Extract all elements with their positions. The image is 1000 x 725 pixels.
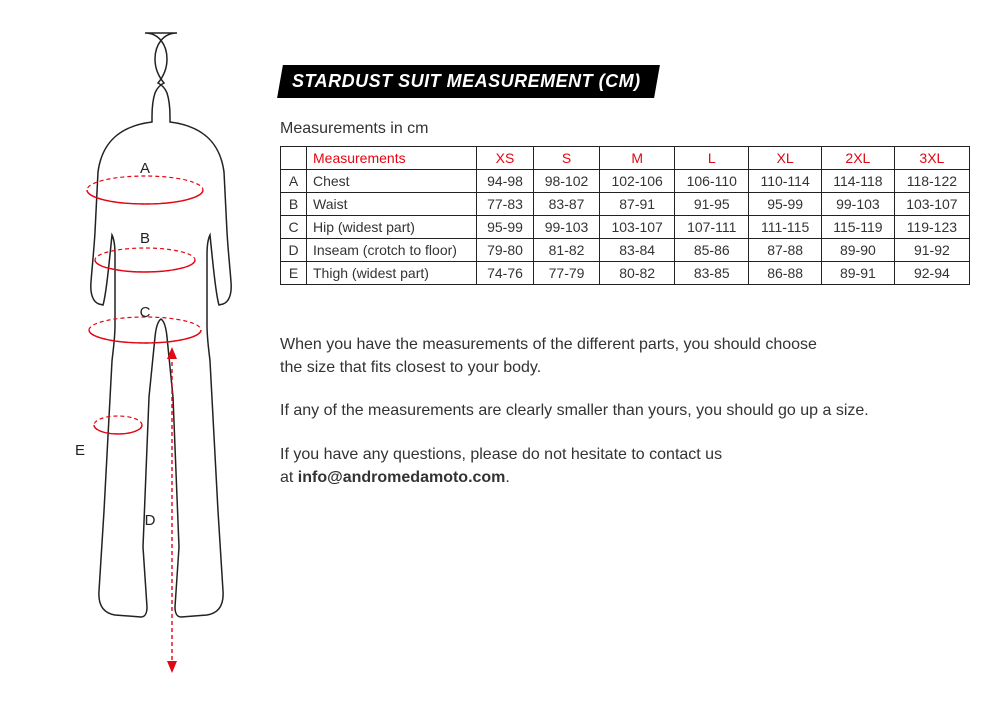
cell-value: 98-102 (534, 170, 600, 193)
cell-value: 95-99 (477, 216, 534, 239)
cell-value: 94-98 (477, 170, 534, 193)
table-header-row: Measurements XS S M L XL 2XL 3XL (281, 147, 970, 170)
row-letter: B (281, 193, 307, 216)
cell-value: 99-103 (534, 216, 600, 239)
note-3: If you have any questions, please do not… (280, 443, 970, 489)
table-body: AChest94-9898-102102-106106-110110-11411… (281, 170, 970, 285)
cell-value: 74-76 (477, 262, 534, 285)
cell-value: 89-90 (822, 239, 895, 262)
header-size-l: L (675, 147, 749, 170)
figure-label-d: D (145, 512, 156, 529)
row-name: Chest (307, 170, 477, 193)
cell-value: 77-79 (534, 262, 600, 285)
cell-value: 91-95 (675, 193, 749, 216)
cell-value: 115-119 (822, 216, 895, 239)
row-name: Inseam (crotch to floor) (307, 239, 477, 262)
row-letter: D (281, 239, 307, 262)
cell-value: 77-83 (477, 193, 534, 216)
cell-value: 80-82 (600, 262, 675, 285)
cell-value: 92-94 (894, 262, 969, 285)
body-figure: A B C E D (30, 25, 260, 700)
body-silhouette-svg: A B C E D (30, 25, 260, 695)
table-row: AChest94-9898-102102-106106-110110-11411… (281, 170, 970, 193)
table-row: EThigh (widest part)74-7677-7980-8283-85… (281, 262, 970, 285)
note-2: If any of the measurements are clearly s… (280, 399, 970, 422)
content-column: STARDUST SUIT MEASUREMENT (CM) Measureme… (260, 25, 970, 700)
cell-value: 110-114 (749, 170, 822, 193)
header-measurements: Measurements (307, 147, 477, 170)
cell-value: 106-110 (675, 170, 749, 193)
cell-value: 79-80 (477, 239, 534, 262)
contact-email: info@andromedamoto.com (298, 469, 506, 486)
cell-value: 118-122 (894, 170, 969, 193)
cell-value: 103-107 (600, 216, 675, 239)
figure-label-b: B (140, 230, 150, 247)
table-row: CHip (widest part)95-9999-103103-107107-… (281, 216, 970, 239)
cell-value: 81-82 (534, 239, 600, 262)
figure-label-e: E (75, 442, 85, 459)
header-size-s: S (534, 147, 600, 170)
cell-value: 83-87 (534, 193, 600, 216)
cell-value: 99-103 (822, 193, 895, 216)
cell-value: 86-88 (749, 262, 822, 285)
header-size-xs: XS (477, 147, 534, 170)
cell-value: 114-118 (822, 170, 895, 193)
row-name: Waist (307, 193, 477, 216)
header-size-3xl: 3XL (894, 147, 969, 170)
note-1: When you have the measurements of the di… (280, 333, 970, 379)
row-name: Hip (widest part) (307, 216, 477, 239)
cell-value: 111-115 (749, 216, 822, 239)
page-container: A B C E D STARDUST SUIT MEASUREMENT (CM)… (0, 0, 1000, 725)
title-banner: STARDUST SUIT MEASUREMENT (CM) (277, 65, 659, 98)
row-letter: A (281, 170, 307, 193)
cell-value: 89-91 (822, 262, 895, 285)
cell-value: 95-99 (749, 193, 822, 216)
table-row: BWaist77-8383-8787-9191-9595-9999-103103… (281, 193, 970, 216)
cell-value: 91-92 (894, 239, 969, 262)
cell-value: 103-107 (894, 193, 969, 216)
row-name: Thigh (widest part) (307, 262, 477, 285)
row-letter: C (281, 216, 307, 239)
cell-value: 119-123 (894, 216, 969, 239)
header-size-2xl: 2XL (822, 147, 895, 170)
subtitle: Measurements in cm (280, 120, 970, 138)
header-size-xl: XL (749, 147, 822, 170)
header-blank (281, 147, 307, 170)
title-text: STARDUST SUIT MEASUREMENT (CM) (292, 71, 641, 92)
cell-value: 83-84 (600, 239, 675, 262)
cell-value: 85-86 (675, 239, 749, 262)
cell-value: 102-106 (600, 170, 675, 193)
table-row: DInseam (crotch to floor)79-8081-8283-84… (281, 239, 970, 262)
cell-value: 83-85 (675, 262, 749, 285)
row-letter: E (281, 262, 307, 285)
cell-value: 87-91 (600, 193, 675, 216)
notes-block: When you have the measurements of the di… (280, 333, 970, 489)
header-size-m: M (600, 147, 675, 170)
cell-value: 107-111 (675, 216, 749, 239)
size-table: Measurements XS S M L XL 2XL 3XL AChest9… (280, 146, 970, 285)
figure-label-c: C (140, 304, 151, 321)
figure-label-a: A (140, 160, 150, 177)
cell-value: 87-88 (749, 239, 822, 262)
